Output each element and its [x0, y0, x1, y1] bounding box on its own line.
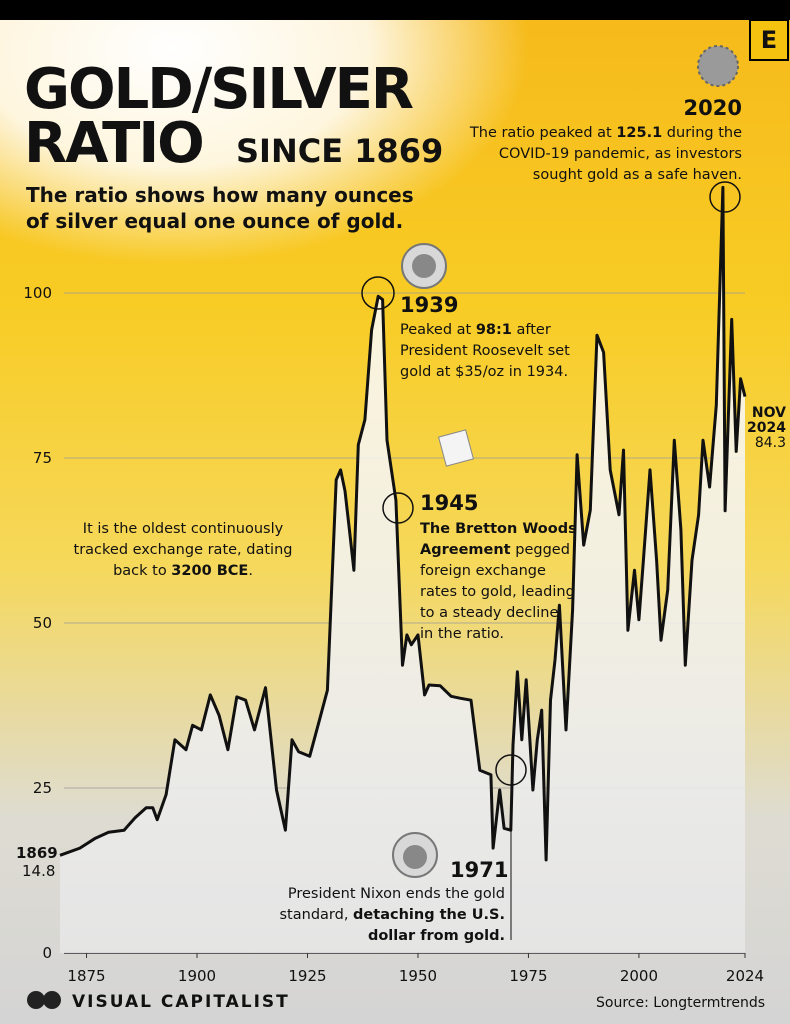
- annotation-text: The Bretton Woods: [420, 521, 577, 537]
- x-tick-label: 1900: [178, 967, 216, 985]
- annotation-segment: Peaked at: [400, 322, 476, 338]
- x-tick-label: 1925: [288, 967, 326, 985]
- annotation-segment: 125.1: [616, 125, 662, 141]
- end-date-label: 2024: [747, 420, 786, 436]
- title: RATIO: [24, 111, 203, 176]
- annotation-segment: in the ratio.: [420, 626, 504, 642]
- y-tick-label: 100: [23, 284, 52, 302]
- annotation-segment: 3200 BCE: [171, 563, 248, 579]
- annotation-text: tracked exchange rate, dating: [74, 542, 293, 558]
- annotation-text: back to 3200 BCE.: [113, 563, 253, 579]
- annotation-segment: detaching the U.S.: [353, 907, 505, 923]
- annotation-year: 2020: [684, 96, 742, 120]
- annotation-text: The ratio peaked at 125.1 during the: [469, 125, 742, 141]
- hand-icon: [437, 429, 475, 467]
- annotation-segment: gold at $35/oz in 1934.: [400, 364, 568, 380]
- annotation-segment: It is the oldest continuously: [83, 521, 284, 537]
- annotation-text: Peaked at 98:1 after: [400, 322, 551, 338]
- annotation-segment: tracked exchange rate, dating: [74, 542, 293, 558]
- annotation-segment: COVID-19 pandemic, as investors: [499, 146, 742, 162]
- annotation-text: foreign exchange: [420, 563, 546, 579]
- annotation-text: President Nixon ends the gold: [288, 886, 505, 902]
- line: [59, 185, 747, 862]
- brand-logo: [43, 991, 61, 1009]
- annotation-text: sought gold as a safe haven.: [533, 167, 742, 183]
- annotation-segment: to a steady decline: [420, 605, 558, 621]
- y-tick-label: 25: [33, 779, 52, 797]
- annotation-text: President Roosevelt set: [400, 343, 570, 359]
- title-since: SINCE 1869: [236, 132, 443, 170]
- end-value-label: 84.3: [755, 435, 786, 451]
- y-tick-label: 75: [33, 449, 52, 467]
- background-glow: [0, 0, 790, 480]
- annotation-text: rates to gold, leading: [420, 584, 575, 600]
- annotation-segment: The ratio peaked at: [469, 125, 616, 141]
- annotation-segment: pegged: [511, 542, 570, 558]
- x-tick-label: 1875: [67, 967, 105, 985]
- area-fill: [60, 187, 745, 953]
- annotation-year: 1939: [400, 293, 458, 317]
- annotation-segment: foreign exchange: [420, 563, 546, 579]
- annotation-text: to a steady decline: [420, 605, 558, 621]
- annotation-text: Agreement pegged: [420, 542, 570, 558]
- annotation-text: COVID-19 pandemic, as investors: [499, 146, 742, 162]
- annotation-segment: dollar from gold.: [368, 928, 505, 944]
- logo-letter: E: [761, 26, 777, 54]
- source: Source: Longtermtrends: [596, 995, 765, 1011]
- annotation-segment: .: [248, 563, 253, 579]
- start-value-label: 14.8: [22, 862, 55, 880]
- start-date-label: 1869: [16, 844, 58, 862]
- x-tick-label: 1950: [399, 967, 437, 985]
- coin-portrait: [412, 254, 436, 278]
- annotation-year: 1971: [450, 858, 508, 882]
- top-bar: [0, 0, 790, 20]
- annotation-segment: Agreement: [420, 542, 511, 558]
- plot: 0 25 50 75 100 1875 1900 1925 1950 1975 2000 2024: [23, 185, 764, 985]
- annotation-text: It is the oldest continuously: [83, 521, 284, 537]
- end-date-label: NOV: [752, 405, 786, 421]
- subtitle: of silver equal one ounce of gold.: [26, 209, 403, 233]
- virus-icon: [697, 45, 739, 87]
- brand-logo: [27, 991, 45, 1009]
- title: GOLD/SILVER: [24, 57, 413, 122]
- logo-box: [749, 19, 789, 61]
- annotation-segment: President Roosevelt set: [400, 343, 570, 359]
- brand: VISUAL CAPITALIST: [72, 992, 290, 1012]
- highlight-circle: [382, 492, 414, 524]
- annotation-segment: during the: [662, 125, 742, 141]
- highlight-circle: [709, 181, 741, 213]
- annotation-segment: 98:1: [476, 322, 512, 338]
- x-tick-label: 1975: [509, 967, 547, 985]
- annotation-text: standard, detaching the U.S.: [280, 907, 506, 923]
- y-tick-label: 0: [42, 944, 52, 962]
- annotation-segment: The Bretton Woods: [420, 521, 577, 537]
- annotation-text: gold at $35/oz in 1934.: [400, 364, 568, 380]
- annotation-segment: back to: [113, 563, 171, 579]
- annotation-segment: sought gold as a safe haven.: [533, 167, 742, 183]
- annotation-segment: standard,: [280, 907, 354, 923]
- annotation-segment: President Nixon ends the gold: [288, 886, 505, 902]
- annotation-year: 1945: [420, 491, 478, 515]
- annotation-segment: rates to gold, leading: [420, 584, 575, 600]
- x-tick-label: 2024: [726, 967, 764, 985]
- annotation-segment: after: [512, 322, 551, 338]
- x-tick-label: 2000: [620, 967, 658, 985]
- coin-portrait: [403, 845, 427, 869]
- subtitle: The ratio shows how many ounces: [26, 183, 414, 207]
- annotation-text: in the ratio.: [420, 626, 504, 642]
- highlight-circle: [361, 276, 395, 310]
- annotation-text: dollar from gold.: [368, 928, 505, 944]
- y-tick-label: 50: [33, 614, 52, 632]
